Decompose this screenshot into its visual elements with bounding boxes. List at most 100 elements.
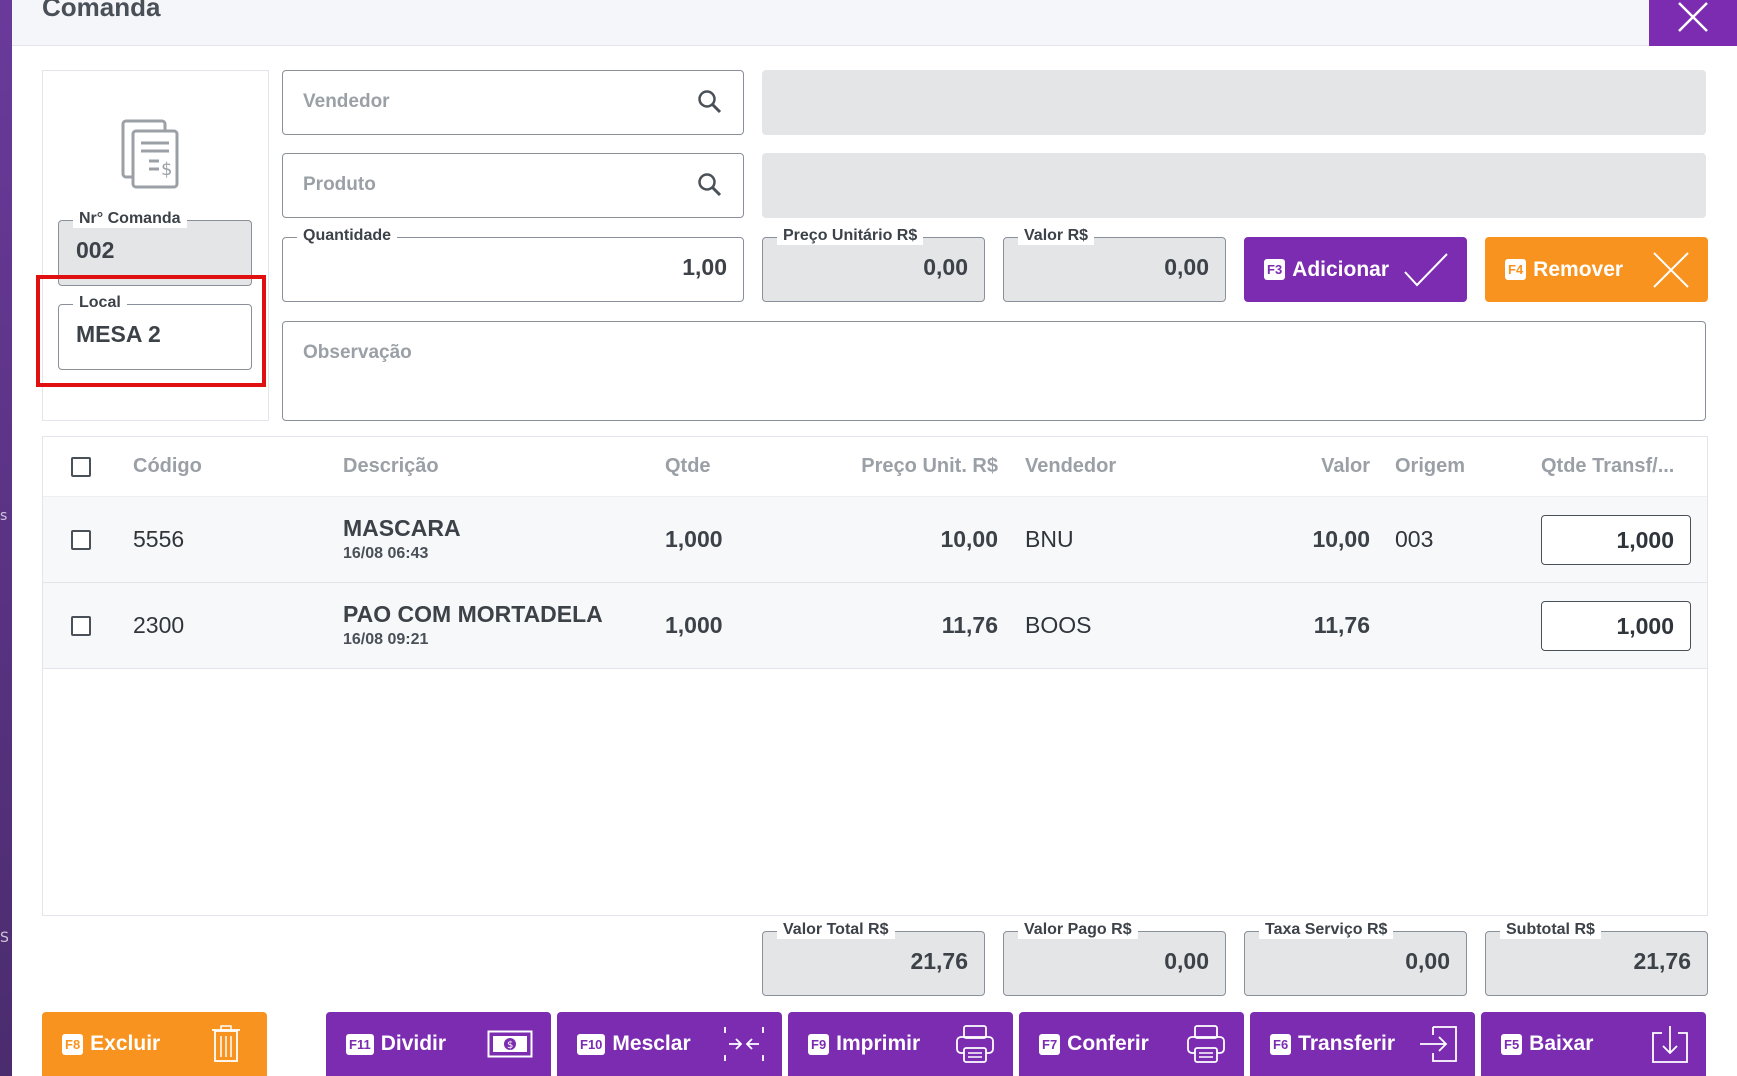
shortcut-key: F3 (1264, 259, 1286, 280)
cell-preco: 10,00 (940, 526, 998, 552)
local-field[interactable]: Local MESA 2 (58, 294, 252, 370)
cell-codigo: 5556 (133, 526, 185, 552)
shortcut-key: F11 (346, 1033, 374, 1055)
observacao-input[interactable]: Observação (282, 321, 1706, 421)
column-qtde-transf[interactable]: Qtde Transf/... (1541, 455, 1675, 477)
cash-icon: $ (487, 1030, 533, 1058)
modal-title: Comanda (42, 0, 161, 22)
check-icon (1404, 252, 1448, 286)
subtotal-label: Subtotal R$ (1500, 921, 1601, 939)
remover-button[interactable]: F4 Remover (1485, 237, 1708, 302)
comanda-modal: Comanda $ Nr° Comanda 002 Local MESA 2 V… (12, 0, 1737, 1076)
table-header: Código Descrição Qtde Preço Unit. R$ Ven… (43, 437, 1707, 497)
valor-total-value: 21,76 (910, 948, 968, 974)
conferir-button[interactable]: F7 Conferir (1019, 1012, 1244, 1076)
conferir-label: Conferir (1067, 1032, 1149, 1055)
observacao-placeholder: Observação (303, 342, 412, 363)
shortcut-key: F5 (1501, 1033, 1523, 1055)
column-descricao[interactable]: Descrição (343, 455, 439, 477)
valor-pago-field: Valor Pago R$ 0,00 (1003, 921, 1226, 996)
cell-descricao: MASCARA (343, 515, 461, 541)
shortcut-key: F8 (62, 1033, 84, 1055)
table-row[interactable]: 5556 MASCARA 16/08 06:43 1,000 10,00 BNU… (43, 497, 1707, 583)
search-icon[interactable] (697, 89, 723, 115)
quantidade-label: Quantidade (297, 227, 398, 245)
svg-text:$: $ (507, 1040, 513, 1051)
quantidade-input[interactable]: Quantidade 1,00 (282, 227, 744, 302)
receipt-icon: $ (121, 119, 179, 189)
column-qtde[interactable]: Qtde (665, 455, 711, 477)
x-icon (1653, 251, 1689, 288)
column-valor[interactable]: Valor (1321, 455, 1370, 477)
dividir-button[interactable]: F11 Dividir $ (326, 1012, 551, 1076)
baixar-label: Baixar (1529, 1032, 1594, 1055)
column-codigo[interactable]: Código (133, 455, 202, 477)
nr-comanda-label: Nr° Comanda (73, 210, 187, 228)
shortcut-key: F10 (577, 1033, 606, 1055)
modal-header: Comanda (12, 0, 1737, 46)
subtotal-field: Subtotal R$ 21,76 (1485, 921, 1708, 996)
column-vendedor[interactable]: Vendedor (1025, 455, 1117, 477)
valor-total-label: Valor Total R$ (777, 921, 895, 939)
cell-codigo: 2300 (133, 612, 185, 638)
search-icon[interactable] (697, 172, 723, 198)
column-preco-unit[interactable]: Preço Unit. R$ (861, 455, 998, 477)
nr-comanda-value: 002 (76, 237, 115, 263)
valor-total-field: Valor Total R$ 21,76 (762, 921, 985, 996)
cell-vendedor: BOOS (1025, 612, 1092, 638)
svg-text:$: $ (161, 159, 172, 180)
remover-label: Remover (1533, 257, 1624, 281)
mesclar-label: Mesclar (612, 1032, 691, 1055)
transferir-button[interactable]: F6 Transferir (1250, 1012, 1475, 1076)
local-label: Local (73, 294, 127, 312)
table-row[interactable]: 2300 PAO COM MORTADELA 16/08 09:21 1,000… (43, 583, 1707, 669)
taxa-servico-field: Taxa Serviço R$ 0,00 (1244, 921, 1467, 996)
cell-qtde: 1,000 (665, 526, 723, 552)
produto-input[interactable]: Produto (282, 153, 744, 218)
cell-valor: 10,00 (1312, 526, 1370, 552)
cell-origem: 003 (1395, 526, 1434, 552)
qtde-transf-input[interactable]: 1,000 (1541, 601, 1691, 651)
cell-descricao: PAO COM MORTADELA (343, 601, 603, 627)
cell-data: 16/08 09:21 (343, 631, 429, 648)
valor-label: Valor R$ (1018, 227, 1095, 245)
cell-preco: 11,76 (941, 612, 998, 638)
column-origem[interactable]: Origem (1395, 455, 1466, 477)
download-icon (1652, 1026, 1688, 1063)
cell-valor: 11,76 (1313, 612, 1370, 638)
background-fragment: s (0, 508, 8, 524)
trash-icon (212, 1025, 240, 1062)
baixar-button[interactable]: F5 Baixar (1481, 1012, 1706, 1076)
adicionar-label: Adicionar (1292, 257, 1390, 281)
dividir-label: Dividir (380, 1032, 447, 1055)
mesclar-button[interactable]: F10 Mesclar (557, 1012, 782, 1076)
select-all-checkbox[interactable] (71, 457, 91, 477)
excluir-label: Excluir (90, 1032, 161, 1055)
highlight-box (36, 275, 266, 387)
shortcut-key: F6 (1270, 1033, 1292, 1055)
transferir-label: Transferir (1298, 1032, 1396, 1055)
imprimir-button[interactable]: F9 Imprimir (788, 1012, 1013, 1076)
row-checkbox[interactable] (71, 530, 91, 550)
vendedor-placeholder: Vendedor (303, 91, 390, 112)
row-checkbox[interactable] (71, 616, 91, 636)
cell-data: 16/08 06:43 (343, 545, 429, 562)
cell-qtde: 1,000 (665, 612, 723, 638)
vendedor-input[interactable]: Vendedor (282, 70, 744, 135)
subtotal-value: 21,76 (1633, 948, 1691, 974)
local-value: MESA 2 (76, 321, 161, 347)
close-button[interactable] (1649, 0, 1737, 46)
shortcut-key: F7 (1039, 1033, 1061, 1055)
adicionar-button[interactable]: F3 Adicionar (1244, 237, 1467, 302)
preco-unitario-value: 0,00 (923, 254, 968, 280)
preco-unitario-label: Preço Unitário R$ (777, 227, 924, 245)
produto-placeholder: Produto (303, 174, 376, 195)
taxa-servico-value: 0,00 (1405, 948, 1450, 974)
items-table: Código Descrição Qtde Preço Unit. R$ Ven… (42, 436, 1708, 916)
produto-name-display (762, 153, 1706, 218)
excluir-button[interactable]: F8 Excluir (42, 1012, 267, 1076)
cell-vendedor: BNU (1025, 526, 1074, 552)
imprimir-label: Imprimir (836, 1032, 921, 1055)
shortcut-key: F9 (808, 1033, 830, 1055)
qtde-transf-input[interactable]: 1,000 (1541, 515, 1691, 565)
